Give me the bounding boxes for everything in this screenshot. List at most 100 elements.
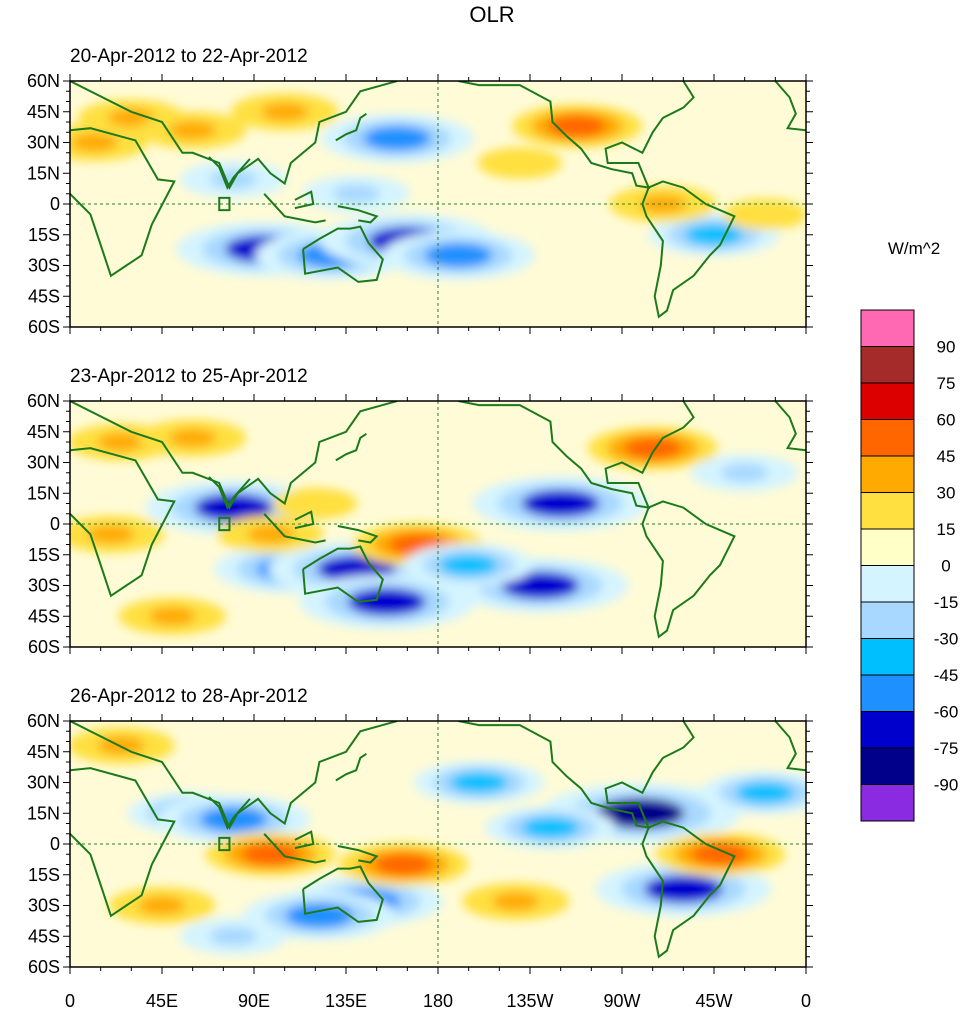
x-tick-label: 45W: [695, 991, 732, 1011]
anomaly-core: [332, 184, 380, 204]
colorbar-box: [860, 601, 915, 639]
colorbar-tick-label: 75: [937, 374, 956, 393]
x-tick-label: 135E: [325, 991, 367, 1011]
panel-1-date-range: 20-Apr-2012 to 22-Apr-2012: [70, 46, 308, 67]
anomaly-blobs: [70, 727, 806, 955]
colorbar-tick-label: 15: [937, 520, 956, 539]
coastline-3: [302, 225, 384, 283]
y-tick-label: 30N: [27, 773, 60, 793]
anomaly-core: [721, 463, 769, 483]
anomaly-core: [492, 892, 540, 911]
y-tick-label: 45S: [28, 606, 60, 626]
anomaly-core: [639, 194, 687, 214]
coastline-1: [70, 401, 398, 510]
anomaly-core: [501, 571, 580, 600]
anomaly-core: [107, 108, 155, 128]
coastline-3: [302, 545, 384, 603]
coastline-1: [70, 81, 398, 190]
anomaly-core: [521, 489, 600, 518]
coastline-8: [458, 401, 695, 509]
anomaly-core: [97, 432, 145, 452]
coastline-6: [337, 525, 379, 544]
y-tick-label: 60N: [27, 711, 60, 731]
anomaly-core: [348, 588, 426, 616]
anomaly-core: [424, 243, 493, 268]
colorbar-box: [860, 674, 915, 712]
panel-3-frame: [63, 714, 813, 974]
y-tick-label: 30S: [28, 256, 60, 276]
x-tick-label: 90E: [238, 991, 270, 1011]
coastline-0: [70, 127, 176, 278]
anomaly-core: [450, 771, 508, 794]
colorbar-tick-label: -15: [934, 593, 959, 612]
x-tick-label: 135W: [506, 991, 553, 1011]
coastline-6: [337, 845, 379, 864]
coastline-7: [335, 432, 367, 462]
x-tick-label: 0: [65, 991, 75, 1011]
region-box: [218, 836, 231, 852]
colorbar-units-label: W/m^2: [888, 239, 940, 258]
anomaly-core: [138, 896, 186, 915]
anomaly-core: [736, 782, 794, 804]
colorbar-box: [860, 528, 915, 566]
y-tick-label: 30N: [27, 133, 60, 153]
y-tick-label: 15S: [28, 225, 60, 245]
anomaly-core: [261, 102, 309, 122]
panel-1-field: [70, 81, 806, 327]
y-tick-label: 15S: [28, 545, 60, 565]
panel-2-frame: [63, 394, 813, 654]
coastline-2: [208, 156, 251, 190]
panel-3-date-range: 26-Apr-2012 to 28-Apr-2012: [70, 686, 308, 707]
anomaly-core: [439, 554, 498, 576]
colorbar-tick-label: -60: [934, 703, 959, 722]
anomaly-core: [501, 155, 539, 171]
colorbar-box: [860, 382, 915, 420]
y-tick-label: 45N: [27, 742, 60, 762]
anomaly-core: [285, 903, 354, 928]
anomaly-core: [685, 224, 743, 246]
colorbar-box: [860, 492, 915, 530]
colorbar-tick-label: -90: [934, 776, 959, 795]
coastline-10: [774, 401, 806, 452]
y-tick-label: 30S: [28, 576, 60, 596]
panel-3-y-axis: 60N 45N 30N 15N 0 15S 30S 45S 60S: [27, 711, 60, 977]
anomaly-core: [746, 206, 784, 223]
figure-title: OLR: [469, 2, 514, 27]
coastline-10: [774, 81, 806, 132]
coastline-3: [302, 865, 384, 923]
region-box: [218, 196, 231, 212]
panel-2: 23-Apr-2012 to 25-Apr-2012 60N 45N 30N 15N 0…: [27, 366, 813, 657]
anomaly-core: [241, 843, 300, 865]
anomaly-core: [521, 816, 580, 839]
coastline-0: [70, 447, 176, 598]
colorbar-box: [860, 638, 915, 676]
anomaly-core: [363, 126, 431, 151]
anomaly-core: [246, 524, 294, 544]
y-tick-label: 30N: [27, 453, 60, 473]
colorbar-tick-label: 45: [937, 447, 956, 466]
colorbar-tick-label: -30: [934, 630, 959, 649]
y-tick-label: 15N: [27, 163, 60, 183]
colorbar-box: [860, 346, 915, 384]
y-tick-label: 0: [50, 194, 60, 214]
coastline-4: [263, 193, 326, 224]
colorbar: W/m^2 90 75 60 45 30 15 0 -15 -30 -45 -60 -75 -90: [860, 239, 959, 822]
coastline-9: [641, 180, 736, 319]
y-tick-label: 15N: [27, 483, 60, 503]
y-tick-label: 60N: [27, 391, 60, 411]
anomaly-core: [169, 428, 217, 448]
anomaly-core: [169, 120, 217, 140]
x-tick-label: 0: [801, 991, 811, 1011]
x-tick-label: 45E: [146, 991, 178, 1011]
coastline-0: [70, 767, 176, 918]
coastline-8: [458, 81, 695, 189]
y-tick-label: 15N: [27, 803, 60, 823]
colorbar-tick-label: 90: [937, 338, 956, 357]
coastline-10: [774, 721, 806, 772]
colorbar-box: [860, 711, 915, 749]
coastline-6: [337, 205, 379, 224]
panel-2-date-range: 23-Apr-2012 to 25-Apr-2012: [70, 366, 308, 387]
x-tick-label: 180: [423, 991, 453, 1011]
colorbar-tick-label: -75: [934, 739, 959, 758]
